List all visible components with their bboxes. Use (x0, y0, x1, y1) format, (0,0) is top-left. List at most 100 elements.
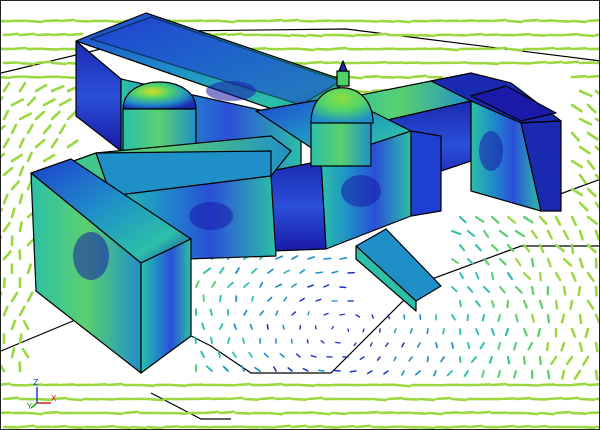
velocity-vector (34, 110, 46, 121)
velocity-vector (34, 33, 52, 37)
velocity-vector (330, 411, 348, 416)
velocity-vector (202, 410, 220, 415)
velocity-vector (299, 269, 306, 274)
velocity-vector (554, 410, 572, 415)
velocity-vector (582, 355, 590, 366)
velocity-vector (530, 424, 548, 429)
velocity-vector (426, 411, 444, 416)
velocity-vector (522, 18, 540, 23)
velocity-vector (10, 123, 18, 135)
velocity-vector (266, 382, 284, 387)
velocity-vector (283, 296, 288, 302)
velocity-vector (2, 193, 9, 205)
velocity-vector (50, 61, 68, 66)
velocity-vector (339, 257, 348, 260)
velocity-vector (545, 341, 550, 352)
velocity-vector (578, 397, 596, 401)
velocity-vector (442, 411, 460, 415)
velocity-vector (450, 229, 462, 236)
velocity-vector (10, 153, 23, 163)
velocity-vector (273, 366, 277, 372)
velocity-vector (18, 32, 36, 37)
left-dome (122, 81, 197, 110)
velocity-vector (538, 355, 542, 366)
velocity-vector (506, 243, 515, 253)
velocity-vector (570, 19, 588, 24)
velocity-vector (317, 369, 325, 372)
velocity-vector (34, 60, 52, 65)
velocity-vector (209, 308, 213, 316)
velocity-vector (323, 257, 332, 260)
velocity-vector (418, 425, 436, 429)
velocity-vector (218, 19, 236, 24)
velocity-vector (210, 336, 213, 344)
velocity-vector (586, 187, 597, 198)
velocity-vector (366, 370, 373, 375)
velocity-vector (1, 152, 6, 159)
velocity-vector (490, 243, 499, 252)
velocity-vector (482, 229, 490, 239)
velocity-vector (58, 383, 76, 387)
velocity-vector (570, 382, 588, 387)
velocity-vector (394, 75, 412, 80)
velocity-vector (467, 286, 474, 293)
velocity-vector (2, 250, 12, 261)
surface-pattern (73, 81, 503, 280)
velocity-vector (130, 425, 148, 429)
velocity-vector (287, 367, 293, 372)
velocity-vector (402, 33, 420, 38)
velocity-vector (194, 336, 197, 344)
velocity-vector (2, 81, 11, 93)
velocity-vector (498, 285, 506, 294)
velocity-vector (498, 229, 509, 238)
velocity-vector (554, 19, 572, 23)
velocity-vector (259, 310, 265, 316)
velocity-vector (226, 396, 244, 401)
velocity-vector (538, 271, 542, 282)
velocity-vector (201, 322, 205, 330)
velocity-vector (291, 311, 297, 316)
velocity-vector (578, 425, 596, 429)
velocity-vector (530, 313, 535, 323)
velocity-vector (512, 369, 518, 379)
velocity-vector (426, 328, 429, 335)
velocity-vector (170, 383, 188, 388)
velocity-vector (565, 355, 574, 366)
velocity-vector (34, 83, 48, 93)
velocity-vector (370, 60, 388, 65)
velocity-vector (570, 187, 584, 197)
velocity-vector (146, 397, 164, 402)
velocity-vector (2, 109, 10, 121)
velocity-vector (370, 32, 388, 37)
velocity-vector (306, 33, 324, 38)
velocity-vector (554, 299, 559, 310)
velocity-vector (560, 313, 566, 324)
velocity-vector (546, 60, 564, 65)
velocity-vector (594, 89, 599, 96)
velocity-vector (18, 137, 25, 149)
velocity-vector (475, 272, 480, 280)
velocity-vector (577, 285, 582, 297)
velocity-vector (307, 311, 310, 316)
west-block-end (140, 238, 192, 374)
velocity-vector (450, 397, 468, 402)
velocity-vector (299, 297, 305, 302)
velocity-vector (376, 356, 381, 361)
velocity-vector (569, 299, 574, 310)
velocity-vector (346, 75, 364, 80)
velocity-vector (562, 229, 570, 240)
velocity-vector (42, 410, 60, 415)
velocity-vector (594, 117, 599, 122)
velocity-vector (274, 33, 292, 38)
velocity-vector (562, 285, 567, 296)
velocity-vector (22, 319, 30, 331)
velocity-vector (234, 382, 252, 387)
velocity-vector (594, 313, 599, 325)
velocity-vector (10, 46, 28, 51)
velocity-vector (26, 123, 34, 135)
velocity-vector (527, 341, 534, 351)
velocity-vector (307, 284, 314, 288)
velocity-vector (403, 314, 406, 320)
